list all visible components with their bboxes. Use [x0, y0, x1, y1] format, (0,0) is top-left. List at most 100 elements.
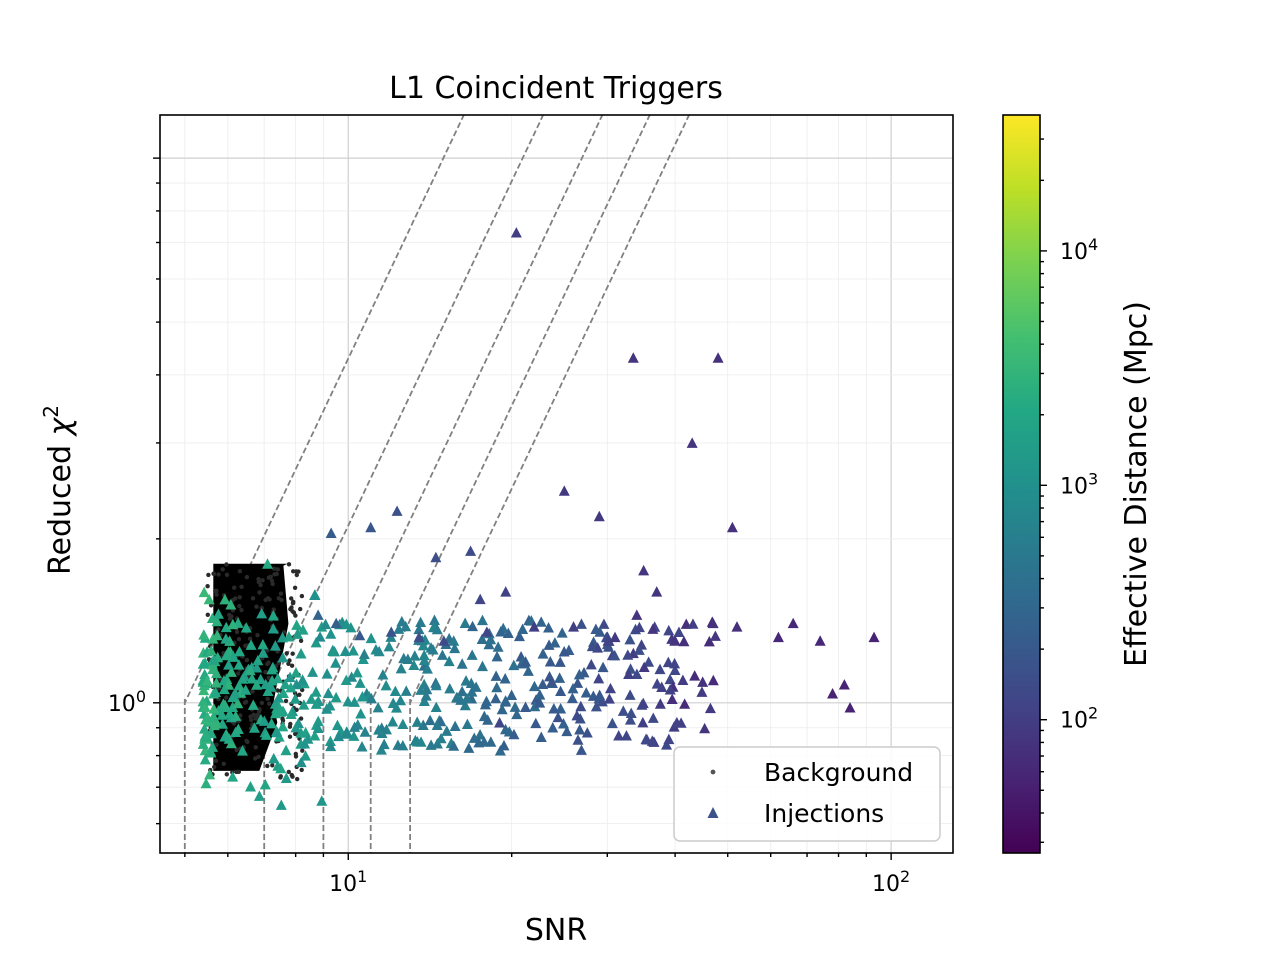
injection-point	[199, 753, 211, 765]
injection-point	[365, 632, 377, 644]
injection-point	[348, 730, 360, 741]
injection-point	[496, 703, 508, 715]
injection-point	[459, 617, 471, 628]
injection-point	[448, 740, 460, 751]
injection-point	[210, 717, 222, 729]
injection-point	[613, 730, 625, 741]
injection-point	[435, 732, 447, 744]
injection-point	[573, 668, 585, 680]
injection-point	[212, 608, 224, 619]
injection-point	[418, 649, 430, 661]
background-point	[248, 714, 253, 719]
injection-point	[651, 678, 663, 689]
injection-point	[295, 756, 307, 768]
injection-point	[479, 698, 491, 710]
injection-point	[704, 702, 716, 714]
injection-point	[199, 744, 211, 756]
injection-point	[211, 615, 223, 627]
injection-point	[669, 657, 681, 669]
injection-point	[490, 670, 502, 681]
background-point	[242, 700, 248, 705]
injection-point	[391, 505, 403, 516]
injection-point	[345, 621, 357, 633]
injection-point	[827, 688, 839, 699]
legend-injections-label: Injections	[764, 799, 884, 828]
injection-point	[868, 631, 880, 643]
background-point	[286, 562, 292, 567]
injection-point	[225, 666, 237, 677]
injection-point	[330, 691, 342, 703]
background-point	[213, 758, 219, 763]
injection-point	[572, 677, 584, 688]
injection-point	[707, 617, 719, 629]
injection-point	[324, 735, 336, 747]
injection-point	[325, 740, 337, 752]
injection-point	[492, 641, 504, 652]
background-point	[289, 663, 295, 668]
injection-point	[387, 716, 399, 727]
background-point	[236, 671, 241, 676]
injection-point	[237, 673, 249, 684]
colorbar: 102 103 104 Effective Distance (Mpc)	[1002, 114, 1154, 854]
injection-point	[633, 644, 645, 655]
background-point	[299, 767, 304, 773]
background-point	[270, 581, 275, 587]
injection-point	[534, 689, 546, 700]
injection-point	[232, 723, 244, 734]
injection-point	[522, 665, 534, 676]
injection-point	[347, 645, 359, 656]
injection-point	[413, 631, 425, 643]
injection-point	[208, 703, 220, 714]
injection-point	[465, 677, 477, 689]
background-point	[247, 636, 253, 641]
injection-point	[696, 686, 708, 697]
background-point	[244, 657, 250, 663]
injection-point	[327, 645, 339, 657]
injection-point	[275, 762, 287, 774]
injection-point	[669, 635, 681, 646]
injection-point	[251, 679, 263, 690]
injection-point	[389, 685, 401, 697]
injection-point	[307, 666, 319, 677]
background-point	[259, 700, 265, 706]
injection-point	[251, 662, 263, 673]
injection-point	[499, 673, 511, 684]
injection-point	[513, 630, 525, 642]
grid	[160, 115, 953, 853]
injection-point	[561, 725, 573, 737]
injection-point	[205, 645, 217, 656]
background-point	[205, 612, 210, 617]
injection-point	[290, 721, 302, 733]
injection-point	[325, 527, 337, 538]
background-point	[234, 747, 239, 753]
injection-point	[438, 635, 450, 646]
background-point	[234, 629, 240, 635]
injection-point	[638, 661, 650, 673]
injection-point	[387, 697, 399, 708]
injection-point	[330, 657, 342, 668]
injection-point	[396, 615, 408, 627]
injection-point	[664, 673, 676, 685]
injection-point	[549, 637, 561, 648]
injection-point	[201, 675, 213, 686]
background-point	[249, 717, 254, 723]
injection-point	[473, 736, 485, 748]
injection-point	[575, 700, 587, 712]
injection-point	[664, 684, 676, 695]
background-point	[265, 763, 270, 769]
injection-point	[598, 618, 610, 629]
injection-points	[197, 227, 880, 810]
injection-point	[252, 654, 264, 666]
injection-point	[544, 670, 556, 682]
background-point	[238, 713, 243, 718]
injection-point	[262, 685, 274, 697]
injection-point	[677, 674, 689, 685]
injection-point	[537, 648, 549, 659]
injection-point	[590, 700, 602, 712]
injection-point	[585, 658, 597, 670]
injection-point	[544, 656, 556, 667]
background-point	[256, 754, 261, 759]
background-point	[295, 776, 300, 782]
injection-point	[449, 642, 461, 654]
injection-point	[467, 620, 479, 632]
